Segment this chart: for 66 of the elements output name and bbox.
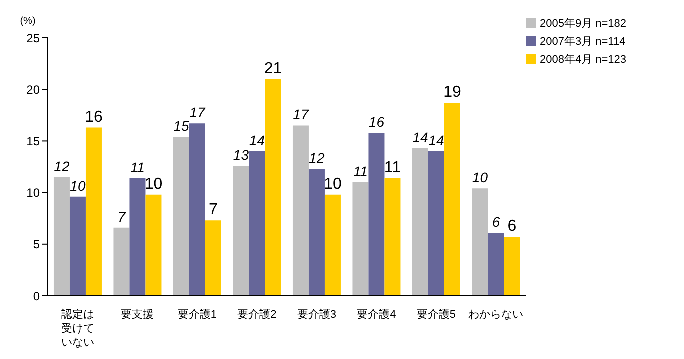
y-axis-title: (%) [20, 16, 36, 27]
bar [173, 137, 190, 296]
bar [428, 152, 444, 296]
data-label: 14 [249, 132, 266, 149]
data-label: 11 [384, 159, 402, 176]
x-tick-label: 要介護3 [297, 308, 336, 321]
x-tick-label: わからない [468, 309, 524, 321]
bar [444, 103, 460, 296]
x-tick-label: 要介護2 [238, 308, 277, 321]
bar [504, 237, 520, 296]
data-label: 6 [492, 214, 500, 230]
data-label: 16 [85, 108, 103, 126]
data-label: 10 [144, 176, 163, 193]
bar [324, 194, 341, 296]
bar [488, 233, 504, 296]
data-label: 7 [209, 202, 218, 219]
data-label: 12 [309, 150, 325, 166]
y-tick-label: 20 [26, 82, 40, 97]
data-label: 7 [118, 208, 127, 225]
data-label: 14 [428, 132, 444, 149]
data-label: 14 [412, 129, 428, 146]
bar [308, 169, 325, 296]
bar [249, 152, 266, 296]
x-tick-label: 要支援 [121, 308, 154, 321]
data-label: 16 [368, 114, 385, 130]
x-tick-label: 認定は受けていない [61, 308, 94, 349]
data-label: 13 [233, 146, 250, 163]
data-label: 10 [472, 170, 488, 186]
y-tick-label: 5 [33, 238, 40, 252]
x-tick-label: 要介護5 [416, 308, 456, 321]
bar [189, 124, 206, 296]
y-tick-label: 15 [26, 134, 40, 148]
legend-label: 2005年9月 n=182 [540, 18, 627, 30]
data-label: 12 [54, 158, 70, 174]
bar [146, 194, 162, 296]
data-label: 19 [444, 84, 462, 102]
bar [86, 128, 102, 296]
data-label: 17 [190, 104, 206, 121]
y-tick-label: 0 [33, 289, 40, 304]
data-label: 17 [293, 106, 310, 123]
x-tick-label: 要介護4 [357, 308, 396, 321]
bar [265, 79, 282, 296]
bar [292, 126, 309, 296]
data-label: 10 [70, 178, 86, 194]
bar [352, 182, 369, 296]
data-label: 10 [324, 176, 342, 193]
bar [384, 178, 401, 296]
bar [114, 228, 130, 296]
y-tick-label: 25 [26, 31, 40, 46]
bar [368, 132, 385, 296]
x-tick-label: 要介護1 [178, 308, 217, 321]
data-label: 15 [174, 118, 190, 134]
bar [472, 188, 488, 296]
bar [54, 177, 70, 296]
bar [233, 166, 250, 296]
legend-label: 2008年4月 n=123 [540, 54, 627, 66]
data-label: 11 [353, 163, 368, 180]
data-label: 6 [508, 218, 517, 236]
bar [130, 178, 146, 296]
data-label: 21 [264, 60, 282, 78]
legend-label: 2007年3月 n=114 [540, 36, 626, 48]
bar [412, 148, 428, 296]
bar [70, 196, 86, 296]
bar [205, 220, 222, 296]
y-tick-label: 10 [26, 186, 40, 200]
data-label: 11 [130, 159, 145, 176]
